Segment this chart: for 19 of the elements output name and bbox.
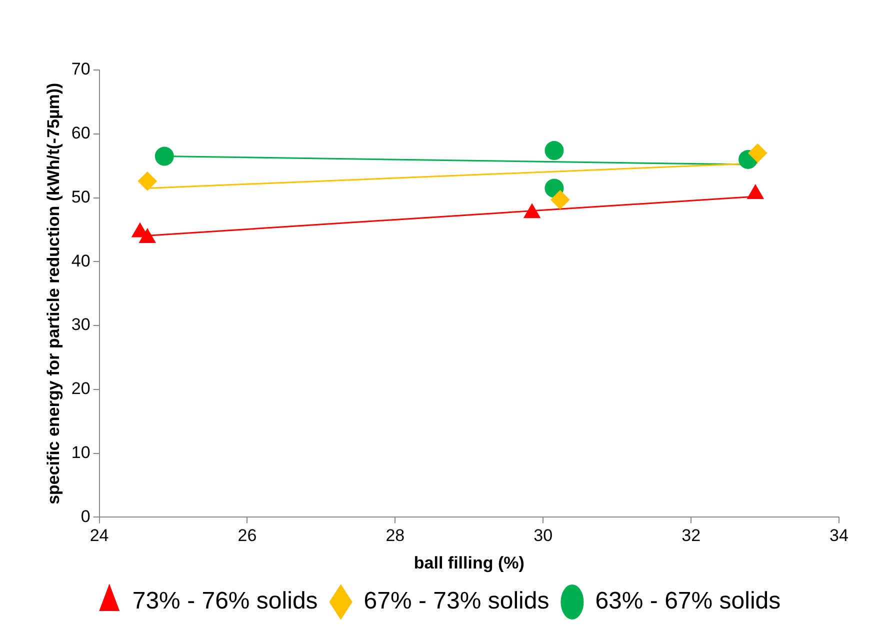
x-tick-label: 26 [238,526,257,546]
x-tick-label: 32 [682,526,701,546]
y-tick-label: 70 [71,60,90,79]
x-tick-label: 28 [386,526,405,546]
y-tick-label: 0 [80,506,90,526]
y-tick-label: 10 [71,443,90,462]
legend-label: 73% - 76% solids [132,588,318,615]
x-axis-title: ball filling (%) [414,553,524,572]
x-tick-label: 24 [90,526,109,546]
y-tick-label: 60 [71,124,90,143]
legend-label: 63% - 67% solids [595,588,781,615]
y-tick-label: 20 [71,379,90,398]
legend-label: 67% - 73% solids [364,588,550,615]
y-tick-label: 30 [71,315,90,334]
y-axis-title: specific energy for particle reduction (kWh/t(-75µm)) [44,82,63,504]
y-tick-label: 40 [71,251,90,270]
y-tick-label: 50 [71,187,90,206]
x-tick-label: 34 [830,526,848,546]
x-tick-label: 30 [534,526,553,546]
